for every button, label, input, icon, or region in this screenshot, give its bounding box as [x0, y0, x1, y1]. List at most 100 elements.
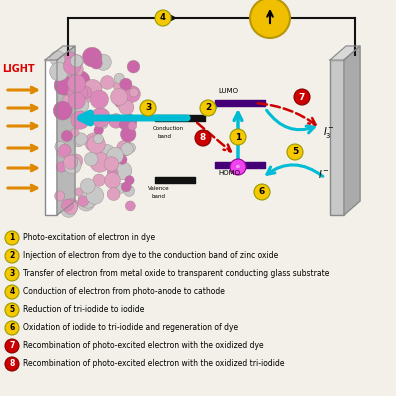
Circle shape [118, 155, 127, 164]
Circle shape [116, 183, 126, 193]
Circle shape [70, 71, 90, 91]
Text: $I_3^-$: $I_3^-$ [323, 125, 335, 140]
Circle shape [69, 92, 85, 109]
Text: 6: 6 [259, 187, 265, 196]
Text: 2: 2 [10, 251, 15, 261]
Circle shape [86, 187, 104, 204]
Circle shape [124, 86, 140, 102]
Circle shape [97, 144, 115, 162]
Text: Photo-excitation of electron in dye: Photo-excitation of electron in dye [23, 234, 155, 242]
Circle shape [125, 175, 134, 185]
Circle shape [90, 90, 109, 109]
Circle shape [65, 52, 77, 64]
Text: Recombination of photo-excited electron with the oxidized tri-iodide: Recombination of photo-excited electron … [23, 360, 284, 369]
Circle shape [99, 120, 108, 128]
Circle shape [129, 88, 138, 97]
Circle shape [126, 143, 135, 153]
Circle shape [121, 91, 134, 104]
Circle shape [50, 62, 69, 81]
Circle shape [55, 191, 65, 201]
Text: e: e [236, 164, 240, 169]
Circle shape [84, 152, 98, 166]
Circle shape [5, 321, 19, 335]
Circle shape [94, 126, 103, 135]
Circle shape [195, 130, 211, 146]
Circle shape [101, 76, 114, 89]
Circle shape [119, 120, 128, 129]
Circle shape [254, 184, 270, 200]
Text: Injection of electron from dye to the conduction band of zinc oxide: Injection of electron from dye to the co… [23, 251, 278, 261]
Circle shape [61, 202, 76, 217]
Circle shape [54, 76, 74, 95]
Polygon shape [344, 46, 360, 215]
Circle shape [5, 339, 19, 353]
Circle shape [200, 100, 216, 116]
Circle shape [95, 54, 111, 70]
Circle shape [122, 114, 137, 129]
Circle shape [113, 82, 121, 90]
Circle shape [63, 200, 78, 214]
Circle shape [230, 129, 246, 145]
Circle shape [114, 162, 132, 180]
Text: 8: 8 [200, 133, 206, 143]
Circle shape [85, 133, 103, 152]
Circle shape [104, 156, 119, 171]
Circle shape [65, 198, 78, 212]
Text: Transfer of electron from metal oxide to transparent conducting glass substrate: Transfer of electron from metal oxide to… [23, 270, 329, 278]
Circle shape [230, 159, 246, 175]
Circle shape [74, 98, 89, 113]
Circle shape [117, 98, 129, 110]
Circle shape [61, 130, 72, 142]
Circle shape [93, 174, 105, 186]
Circle shape [69, 154, 83, 168]
Text: Oxidation of iodide to tri-iodide and regeneration of dye: Oxidation of iodide to tri-iodide and re… [23, 324, 238, 333]
Circle shape [5, 249, 19, 263]
Circle shape [83, 80, 102, 98]
Circle shape [287, 144, 303, 160]
Circle shape [140, 100, 156, 116]
Text: 4: 4 [10, 287, 15, 297]
Circle shape [114, 73, 124, 84]
Bar [330, 60, 344, 215]
Circle shape [68, 83, 88, 103]
Circle shape [82, 47, 102, 67]
Circle shape [91, 108, 110, 128]
Circle shape [128, 122, 137, 130]
Circle shape [115, 97, 126, 108]
Circle shape [53, 101, 72, 120]
Circle shape [5, 303, 19, 317]
Text: 6: 6 [10, 324, 15, 333]
Text: 1: 1 [235, 133, 241, 141]
Circle shape [5, 285, 19, 299]
Text: 2: 2 [205, 103, 211, 112]
Bar [45, 60, 57, 215]
Circle shape [5, 357, 19, 371]
Circle shape [56, 162, 67, 172]
Circle shape [71, 113, 82, 124]
Circle shape [70, 55, 83, 67]
Text: 5: 5 [292, 147, 298, 156]
Text: LIGHT: LIGHT [2, 64, 34, 74]
Circle shape [119, 100, 134, 115]
Circle shape [75, 188, 83, 196]
Text: band: band [151, 194, 165, 199]
Circle shape [250, 0, 290, 38]
Circle shape [294, 89, 310, 105]
Circle shape [109, 114, 123, 128]
Circle shape [124, 186, 135, 196]
Circle shape [107, 147, 124, 164]
Circle shape [90, 57, 102, 69]
Circle shape [63, 95, 73, 106]
Text: Conduction: Conduction [153, 126, 184, 131]
Circle shape [80, 86, 92, 99]
Circle shape [121, 143, 133, 155]
Circle shape [78, 194, 95, 211]
Circle shape [126, 201, 135, 211]
Circle shape [107, 168, 118, 178]
Text: 7: 7 [299, 93, 305, 101]
Circle shape [71, 111, 89, 129]
Circle shape [5, 267, 19, 281]
Text: HOMO: HOMO [218, 170, 240, 176]
Text: 8: 8 [10, 360, 15, 369]
Circle shape [121, 182, 131, 192]
